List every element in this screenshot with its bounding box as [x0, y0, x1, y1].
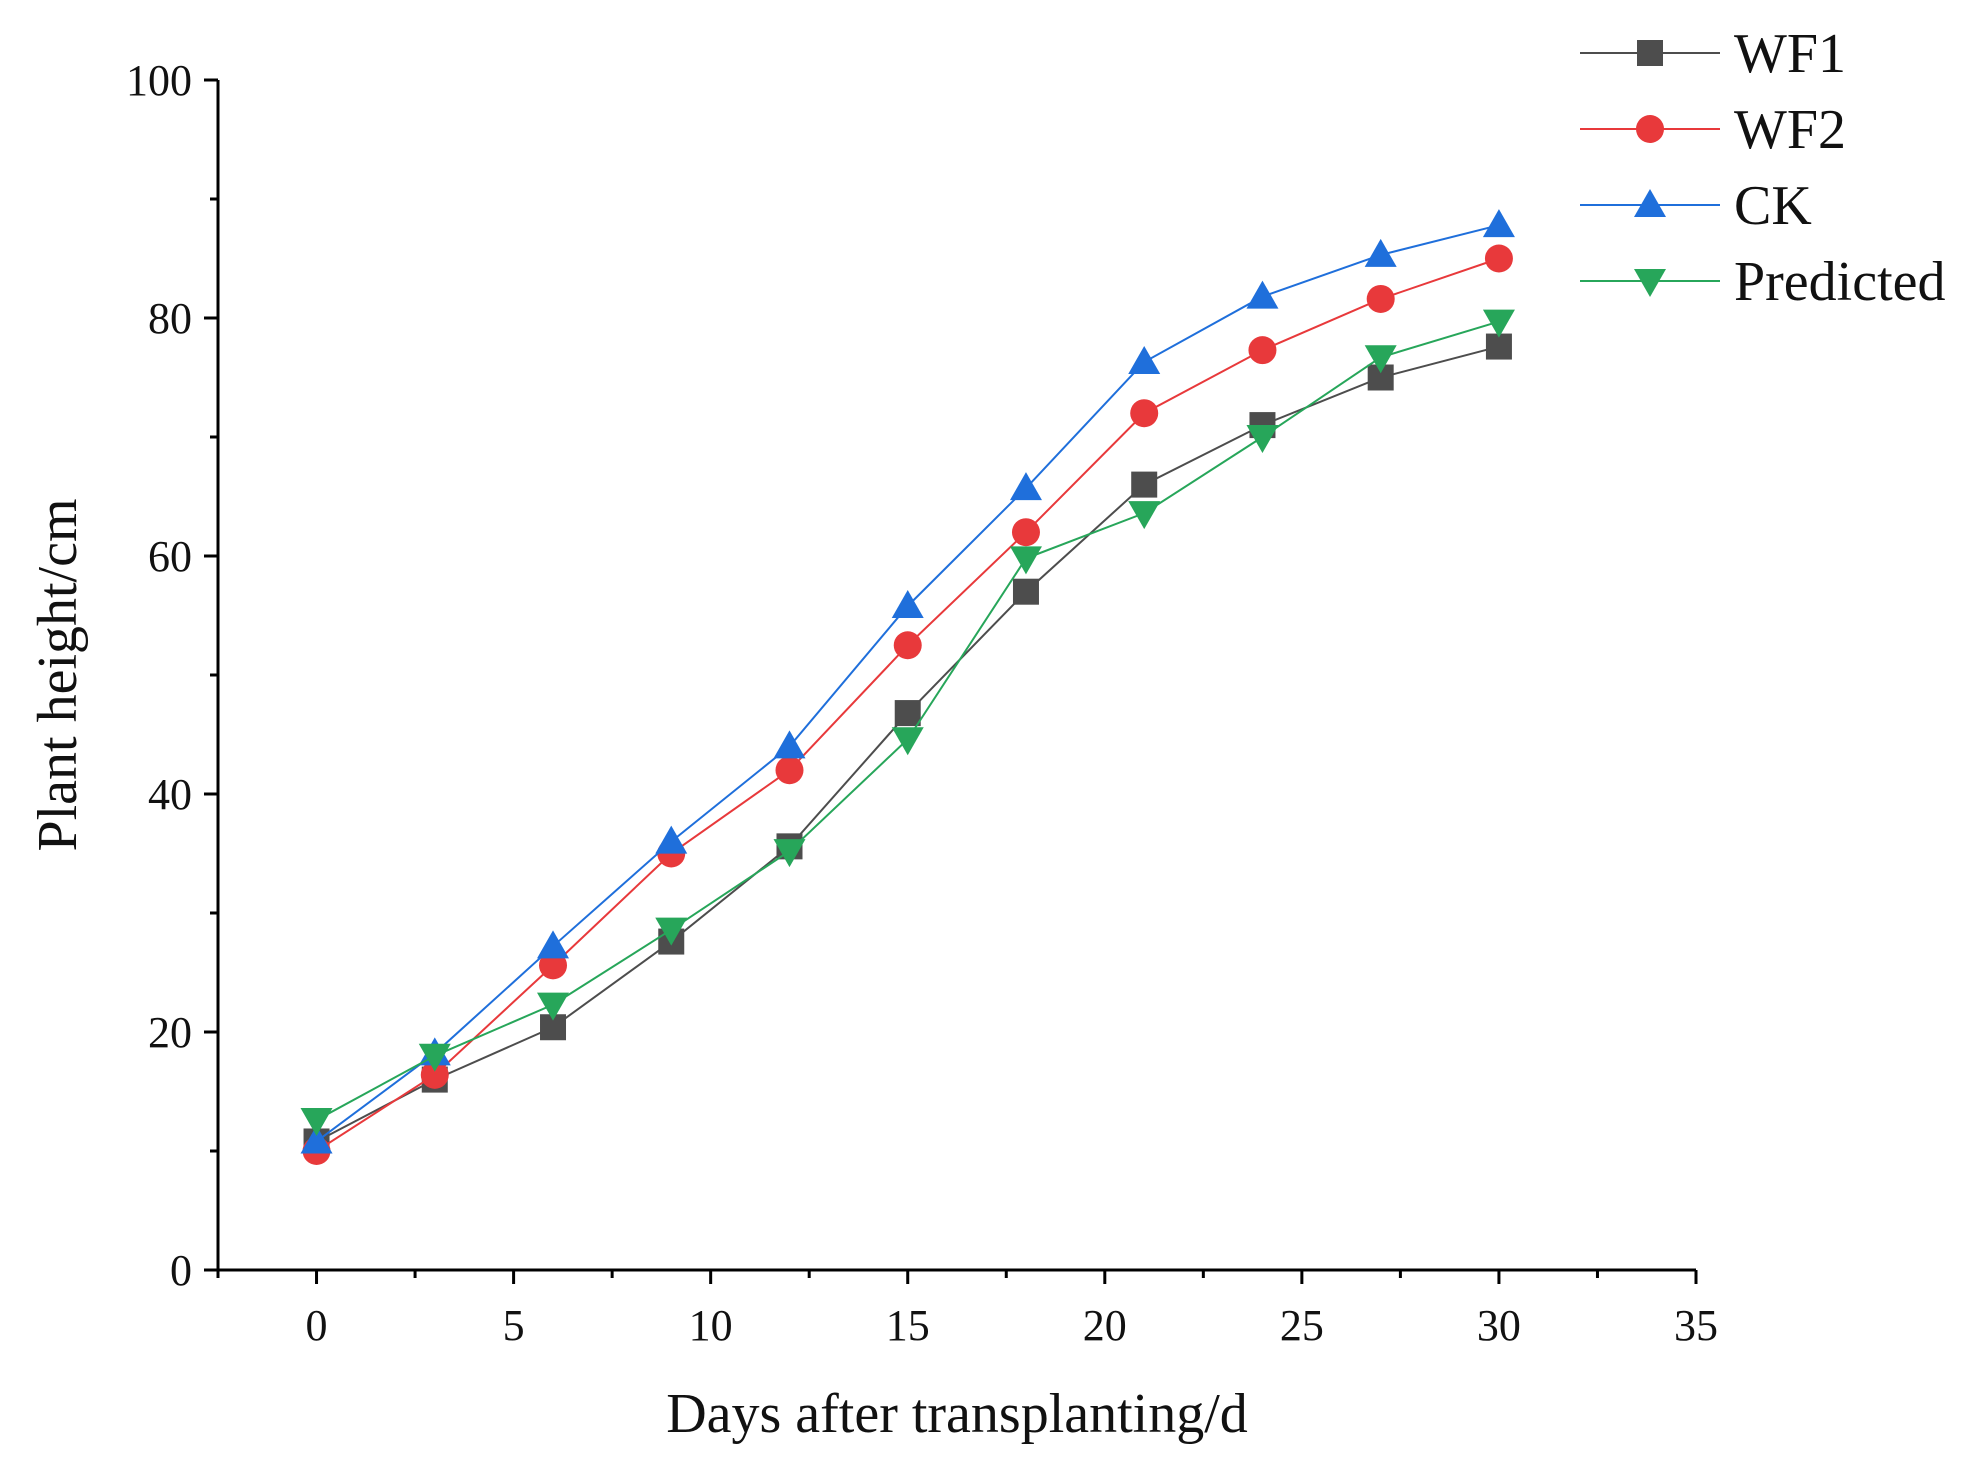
data-point-wf2 [420, 1060, 449, 1089]
data-point-ck [891, 589, 924, 618]
x-ticks: 0 5 10 15 20 25 30 35 [216, 1270, 1718, 1350]
series-ck [300, 209, 1515, 1154]
data-point-ck [537, 930, 570, 959]
y-axis-title: Plant height/cm [27, 498, 89, 851]
y-tick-label: 40 [148, 770, 192, 819]
y-tick-label: 60 [148, 532, 192, 581]
legend: WF1 WF2 CK Predicted [1580, 23, 1945, 313]
x-tick-label: 5 [503, 1301, 525, 1350]
legend-marker-predicted [1634, 269, 1666, 297]
data-point-predicted [300, 1108, 333, 1137]
legend-label-wf1: WF1 [1734, 23, 1846, 85]
data-point-ck [1482, 209, 1515, 238]
legend-label-predicted: Predicted [1734, 251, 1945, 313]
legend-marker-wf1 [1637, 40, 1663, 66]
y-tick-label: 80 [148, 294, 192, 343]
series-predicted [300, 309, 1515, 1137]
x-axis-title: Days after transplanting/d [666, 1383, 1248, 1445]
y-tick-label: 20 [148, 1008, 192, 1057]
data-point-predicted [1128, 501, 1161, 530]
legend-item-wf1: WF1 [1580, 23, 1846, 85]
data-point-wf2 [1366, 284, 1395, 313]
x-tick-label: 15 [886, 1301, 930, 1350]
data-point-wf2 [1484, 244, 1513, 273]
data-point-wf2 [775, 756, 804, 785]
y-tick-label: 0 [170, 1246, 192, 1295]
data-point-ck [300, 1125, 333, 1154]
x-tick-label: 35 [1674, 1301, 1718, 1350]
data-point-ck [1009, 472, 1042, 501]
x-tick-label: 30 [1477, 1301, 1521, 1350]
data-point-ck [773, 730, 806, 759]
series-line-ck [315, 224, 1500, 1143]
x-tick-label: 10 [689, 1301, 733, 1350]
data-point-predicted [1364, 345, 1397, 374]
data-point-wf2 [1248, 336, 1277, 365]
data-point-ck [655, 825, 688, 854]
data-point-wf2 [1011, 518, 1040, 547]
legend-label-wf2: WF2 [1734, 99, 1846, 161]
legend-marker-wf2 [1636, 115, 1664, 143]
legend-item-predicted: Predicted [1580, 251, 1945, 313]
data-point-wf2 [893, 631, 922, 660]
data-point-wf2 [1130, 399, 1159, 428]
data-point-wf1 [1131, 471, 1158, 498]
data-point-wf2 [539, 951, 568, 980]
legend-item-ck: CK [1580, 175, 1812, 237]
x-tick-label: 20 [1083, 1301, 1127, 1350]
data-point-wf1 [1485, 333, 1512, 360]
data-point-ck [1128, 346, 1161, 375]
legend-item-wf2: WF2 [1580, 99, 1846, 161]
data-point-predicted [537, 992, 570, 1021]
data-point-predicted [655, 917, 688, 946]
data-point-predicted [1009, 546, 1042, 575]
y-tick-label: 100 [126, 56, 192, 105]
data-point-predicted [418, 1043, 451, 1072]
data-point-ck [1246, 280, 1279, 309]
y-ticks: 0 20 40 60 80 100 [126, 56, 218, 1295]
legend-label-ck: CK [1734, 175, 1812, 237]
series-layer [300, 209, 1515, 1165]
data-point-wf1 [894, 700, 921, 727]
data-point-predicted [1482, 309, 1515, 338]
data-point-predicted [1246, 425, 1279, 453]
data-point-predicted [891, 727, 924, 756]
x-tick-label: 0 [306, 1301, 328, 1350]
data-point-ck [1364, 238, 1397, 267]
legend-marker-ck [1634, 189, 1666, 217]
data-point-wf1 [1012, 578, 1039, 605]
data-point-predicted [773, 839, 806, 868]
x-tick-label: 25 [1280, 1301, 1324, 1350]
